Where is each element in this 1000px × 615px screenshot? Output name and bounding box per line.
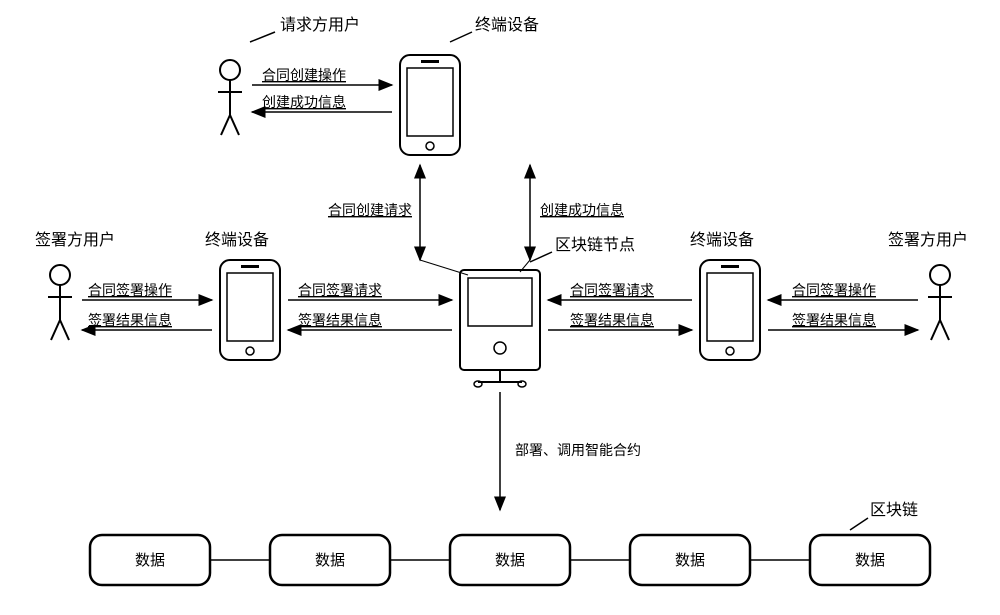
right-signer-user-icon bbox=[928, 265, 952, 340]
blockchain-row: 数据 数据 数据 数据 数据 bbox=[90, 535, 930, 585]
arrow-right-sign-result2-label: 签署结果信息 bbox=[570, 312, 654, 328]
data-block-text: 数据 bbox=[675, 552, 705, 569]
arrow-right-sign-op-label: 合同签署操作 bbox=[792, 282, 876, 298]
right-terminal-device-icon bbox=[700, 260, 760, 360]
data-block-text: 数据 bbox=[315, 552, 345, 569]
top-terminal-label: 终端设备 bbox=[475, 16, 539, 34]
arrow-left-sign-op-label: 合同签署操作 bbox=[88, 282, 172, 298]
left-signer-label: 签署方用户 bbox=[35, 231, 115, 249]
left-terminal-label: 终端设备 bbox=[205, 231, 269, 249]
data-block-text: 数据 bbox=[135, 552, 165, 569]
arrow-left-sign-result2-label: 签署结果信息 bbox=[298, 312, 382, 328]
top-terminal-device-icon bbox=[400, 55, 460, 155]
arrow-deploy-label: 部署、调用智能合约 bbox=[515, 442, 641, 458]
arrow-create-req-label: 合同创建请求 bbox=[328, 202, 412, 218]
blockchain-node-icon bbox=[460, 270, 540, 387]
arrow-left-sign-req-label: 合同签署请求 bbox=[298, 282, 382, 298]
left-terminal-device-icon bbox=[220, 260, 280, 360]
blockchain-node-label: 区块链节点 bbox=[555, 236, 635, 254]
arrow-right-sign-result1-label: 签署结果信息 bbox=[792, 312, 876, 328]
left-signer-user-icon bbox=[48, 265, 72, 340]
requester-user-icon bbox=[218, 60, 242, 135]
right-signer-label: 签署方用户 bbox=[888, 231, 968, 249]
data-block-text: 数据 bbox=[855, 552, 885, 569]
right-terminal-label: 终端设备 bbox=[690, 231, 754, 249]
data-block-text: 数据 bbox=[495, 552, 525, 569]
arrow-create-success-down-label: 创建成功信息 bbox=[540, 202, 624, 218]
blockchain-label: 区块链 bbox=[870, 501, 918, 519]
requester-user-label: 请求方用户 bbox=[280, 16, 360, 34]
arrow-left-sign-result1-label: 签署结果信息 bbox=[88, 312, 172, 328]
diagram-canvas: 请求方用户 终端设备 合同创建操作 创建成功信息 区块链节点 合同创建请求 创建… bbox=[0, 0, 1000, 615]
arrow-create-op-label: 合同创建操作 bbox=[262, 67, 346, 83]
arrow-create-success-top-label: 创建成功信息 bbox=[262, 94, 346, 110]
arrow-right-sign-req-label: 合同签署请求 bbox=[570, 282, 654, 298]
